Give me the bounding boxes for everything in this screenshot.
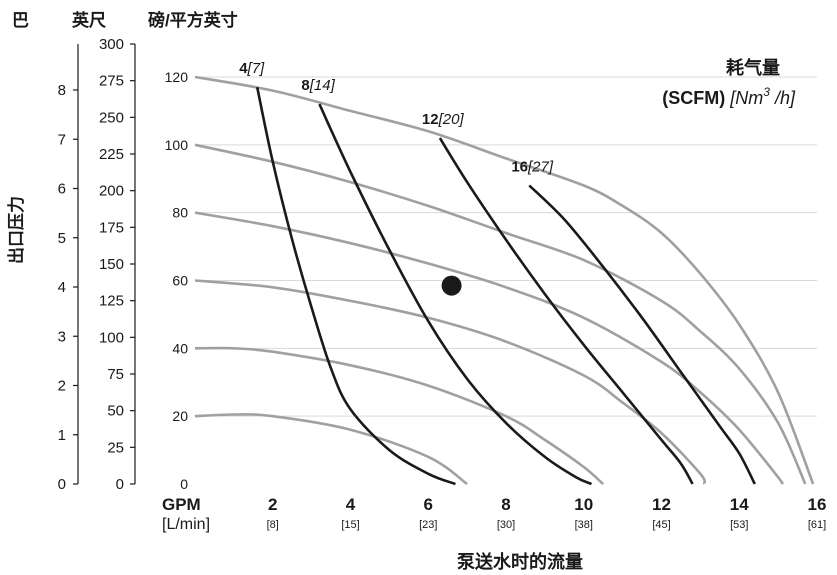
x-tick-lpm: [38] [575,519,593,531]
feet-tick-label: 250 [99,109,124,126]
psi-tick-label: 100 [165,137,189,153]
air-curve-label-nm3h: [27] [527,159,554,176]
x-tick-lpm: [30] [497,519,515,531]
legend-title: 耗气量 [726,57,780,78]
psi-tick-label: 20 [172,408,188,424]
legend-unit-scfm: (SCFM) [662,88,725,108]
x-tick-gpm: 16 [808,495,827,514]
feet-tick-label: 25 [107,439,124,456]
air-curve-label-scfm: 16 [511,159,528,176]
pressure-curves [194,75,815,486]
bar-tick-label: 0 [58,476,66,493]
x-tick-lpm: [61] [808,519,826,531]
psi-tick-label: 0 [180,476,188,492]
legend-unit: (SCFM) [Nm3 /h] [662,85,796,108]
psi-tick-label: 60 [172,273,188,289]
x-tick-gpm: 14 [730,495,749,514]
legend-unit-h: /h] [770,88,796,108]
y-axis-label: 出口压力 [6,196,26,264]
x-tick-lpm: [23] [419,519,437,531]
air-curve-4 [255,86,456,486]
air-curve-8 [318,103,593,486]
feet-tick-label: 100 [99,329,124,346]
air-curve-label-scfm: 12 [422,111,439,128]
pressure-curve-2 [194,211,784,486]
bar-tick-label: 3 [58,328,66,345]
feet-tick-label: 75 [107,366,124,383]
psi-tick-label: 40 [172,340,188,356]
bar-axis-header: 巴 [12,11,29,30]
air-curve-12 [438,137,694,485]
psi-tick-label: 80 [172,205,188,221]
bar-tick-label: 7 [58,131,66,148]
operating-point-layer [441,275,462,296]
legend-unit-nm: [Nm [729,88,763,108]
x-tick-lpm: [8] [267,519,279,531]
feet-tick-label: 175 [99,219,124,236]
feet-tick-label: 300 [99,36,124,53]
air-curve-label: 12[20] [422,111,465,128]
operating-point-marker [441,275,462,296]
pressure-curve-0 [194,75,815,485]
feet-tick-label: 275 [99,73,124,90]
air-curve-label-nm3h: [20] [438,111,465,128]
bar-tick-label: 5 [58,230,66,247]
grid-layer [195,76,817,417]
x-tick-lpm: [53] [730,519,748,531]
x-tick-gpm: 4 [346,495,356,514]
x-tick-gpm: 8 [501,495,510,514]
air-curve-label-scfm: 8 [301,77,309,94]
legend-unit-sup: 3 [763,85,770,99]
x-tick-gpm: 6 [424,495,433,514]
bar-tick-label: 1 [58,427,66,444]
pressure-curve-3 [194,279,707,485]
air-curve-label-nm3h: [7] [247,60,266,77]
pressure-curve-5 [194,413,468,486]
air-curve-label: 4[7] [239,60,265,77]
x-unit-lmin: [L/min] [162,516,210,533]
x-tick-gpm: 2 [268,495,277,514]
bar-tick-label: 8 [58,82,66,99]
feet-tick-label: 0 [116,476,124,493]
air-curve-label-nm3h: [14] [309,77,336,94]
x-tick-gpm: 12 [652,495,671,514]
x-tick-lpm: [45] [652,519,670,531]
air-curve-label: 16[27] [511,159,554,176]
feet-tick-label: 50 [107,403,124,420]
x-tick-lpm: [15] [341,519,359,531]
tick-layer: 0204060801001200255075100125150175200225… [58,36,827,531]
bar-tick-label: 6 [58,181,66,198]
feet-tick-label: 200 [99,183,124,200]
feet-axis-header: 英尺 [72,10,106,30]
feet-tick-label: 125 [99,293,124,310]
x-unit-gpm: GPM [162,495,201,514]
air-curve-label: 8[14] [301,77,335,94]
air-curve-16 [528,184,756,485]
psi-axis-header: 磅/平方英寸 [148,10,238,30]
pressure-curve-1 [194,143,807,485]
pressure-curve-4 [194,346,605,485]
air-curve-label-scfm: 4 [239,60,248,77]
feet-tick-label: 150 [99,256,124,273]
feet-tick-label: 225 [99,146,124,163]
bar-tick-label: 2 [58,378,66,395]
air-consumption-curves: 4[7] 8[14] 12[20] 16[27] [239,60,756,486]
psi-tick-label: 120 [165,69,189,85]
x-axis-title: 泵送水时的流量 [457,551,583,572]
bar-tick-label: 4 [58,279,66,296]
x-tick-gpm: 10 [574,495,593,514]
